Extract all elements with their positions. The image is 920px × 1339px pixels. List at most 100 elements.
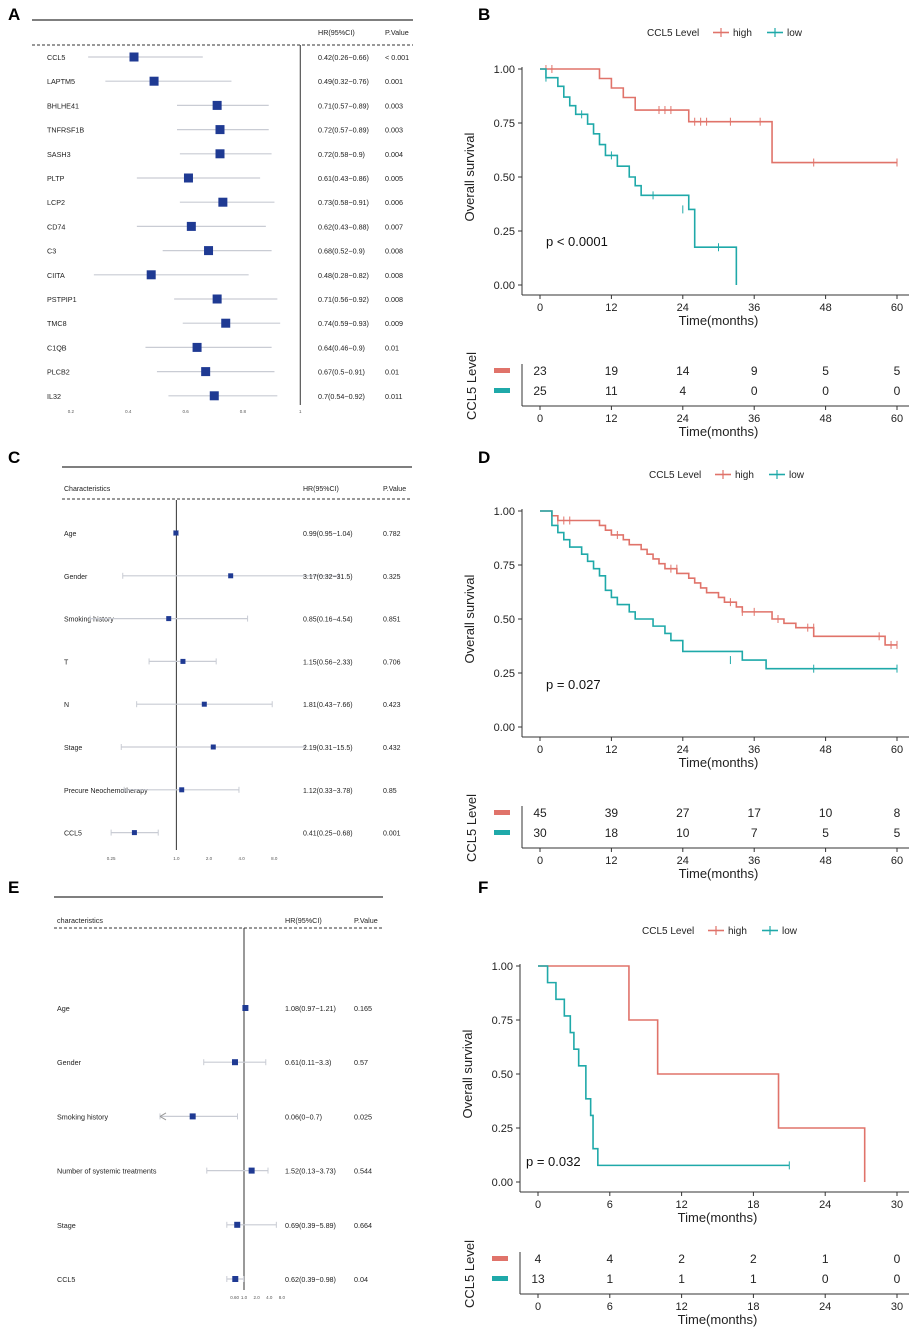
panel-label: A: [8, 5, 20, 24]
hr-ci-text: 0.7(0.54−0.92): [318, 392, 365, 401]
risk-count: 5: [822, 364, 829, 378]
header-hr: HR(95%CI): [318, 28, 355, 37]
row-label: CCL5: [64, 831, 82, 838]
p-value-text: 0.011: [385, 392, 402, 401]
hr-ci-text: 0.62(0.39−0.98): [285, 1275, 336, 1284]
legend-label-high: high: [728, 926, 747, 937]
hr-point: [131, 830, 137, 836]
y-tick-label: 0.75: [494, 118, 515, 130]
survival-curve-high: [538, 965, 866, 1182]
hr-point: [149, 76, 159, 86]
hr-point: [201, 701, 207, 707]
y-tick-label: 0.50: [494, 614, 515, 626]
hr-point: [204, 246, 214, 256]
header-hr: HR(95%CI): [303, 486, 339, 493]
risk-count: 14: [676, 364, 690, 378]
p-value-text: 0.009: [385, 319, 403, 328]
risk-x-tick-label: 48: [819, 413, 831, 425]
x-tick-label: 0: [537, 744, 543, 756]
risk-count: 25: [533, 384, 547, 398]
row-label: T: [64, 659, 69, 666]
risk-count: 7: [751, 826, 758, 840]
x-tick-label: 6: [607, 1199, 613, 1211]
hr-point: [192, 342, 202, 352]
risk-count: 27: [676, 806, 690, 820]
hr-point: [210, 744, 216, 750]
hr-ci-text: 1.08(0.97−1.21): [285, 1004, 336, 1013]
hr-ci-text: 0.69(0.39−5.89): [285, 1221, 336, 1230]
risk-count: 23: [533, 364, 547, 378]
risk-count: 0: [751, 384, 758, 398]
row-label: C1QB: [47, 343, 67, 352]
risk-swatch-high: [494, 810, 510, 815]
risk-swatch-low: [494, 388, 510, 393]
hr-point: [173, 530, 179, 536]
risk-count: 5: [822, 826, 829, 840]
y-tick-label: 1.00: [494, 64, 515, 76]
y-tick-label: 0.25: [494, 226, 515, 238]
x-tick-label: 48: [819, 744, 831, 756]
x-tick-label: 30: [891, 1199, 903, 1211]
km-plot-B: CCL5 Level high low 0.00 0.25 0.50 0.75 1.00 0 12…: [462, 28, 909, 439]
p-value-text: 0.008: [385, 295, 403, 304]
header-pvalue: P.Value: [354, 916, 378, 925]
risk-x-axis-title: Time(months): [679, 866, 759, 881]
axis-tick-label: 1.0: [173, 856, 180, 861]
p-value: p < 0.0001: [546, 234, 608, 249]
risk-x-tick-label: 60: [891, 413, 903, 425]
axis-tick-label: 0.2: [68, 409, 75, 414]
risk-x-tick-label: 24: [677, 413, 689, 425]
risk-count: 0: [822, 1272, 829, 1286]
survival-curve-high: [540, 510, 897, 646]
x-tick-label: 0: [535, 1199, 541, 1211]
survival-curve-high: [540, 68, 897, 164]
row-label: CD74: [47, 222, 65, 231]
risk-count: 1: [606, 1272, 613, 1286]
row-label: PLTP: [47, 174, 65, 183]
risk-count: 4: [679, 384, 686, 398]
row-label: C3: [47, 247, 56, 256]
axis-tick-label: 1: [299, 409, 302, 414]
row-label: Precure Neochemotherapy: [64, 788, 148, 795]
p-value-text: 0.025: [354, 1112, 372, 1121]
header-characteristics: Characteristics: [64, 486, 111, 493]
hr-point: [218, 197, 228, 207]
p-value-text: 0.432: [383, 745, 401, 752]
risk-x-tick-label: 30: [891, 1301, 903, 1313]
hr-point: [221, 318, 231, 328]
header-pvalue: P.Value: [383, 486, 406, 493]
x-tick-label: 36: [748, 744, 760, 756]
hr-ci-text: 1.15(0.56−2.33): [303, 659, 353, 666]
header-hr: HR(95%CI): [285, 916, 322, 925]
p-value-text: 0.001: [385, 77, 403, 86]
hr-point: [212, 294, 222, 304]
row-label: Age: [64, 531, 77, 538]
hr-point: [183, 173, 193, 183]
row-label: Gender: [64, 574, 88, 581]
risk-count: 4: [606, 1252, 613, 1266]
row-label: Stage: [57, 1221, 76, 1230]
x-tick-label: 60: [891, 744, 903, 756]
row-label: CCL5: [57, 1275, 75, 1284]
risk-x-axis-title: Time(months): [679, 424, 759, 439]
row-label: CIITA: [47, 271, 65, 280]
risk-count: 0: [894, 1272, 901, 1286]
p-value-text: < 0.001: [385, 53, 409, 62]
risk-x-tick-label: 0: [537, 855, 543, 867]
km-plot-F: CCL5 Level high low 0.00 0.25 0.50 0.75 1.00 0 6 1…: [460, 926, 909, 1327]
survival-curve-low: [538, 965, 790, 1167]
row-label: IL32: [47, 392, 61, 401]
row-label: Age: [57, 1004, 70, 1013]
hr-point: [242, 1005, 249, 1011]
hr-point: [228, 573, 234, 579]
risk-x-tick-label: 6: [607, 1301, 613, 1313]
p-value-text: 0.851: [383, 617, 401, 624]
risk-x-tick-label: 12: [605, 413, 617, 425]
risk-x-tick-label: 0: [535, 1301, 541, 1313]
risk-count: 0: [894, 384, 901, 398]
forest-plot-A: HR(95%CI) P.Value 0.2 0.4 0.6 0.8 1 CCL5 0.42(0.…: [32, 19, 413, 414]
hr-ci-text: 1.12(0.33−3.78): [303, 788, 353, 795]
header-pvalue: P.Value: [385, 28, 409, 37]
hr-point: [189, 1113, 196, 1120]
risk-count: 0: [894, 1252, 901, 1266]
